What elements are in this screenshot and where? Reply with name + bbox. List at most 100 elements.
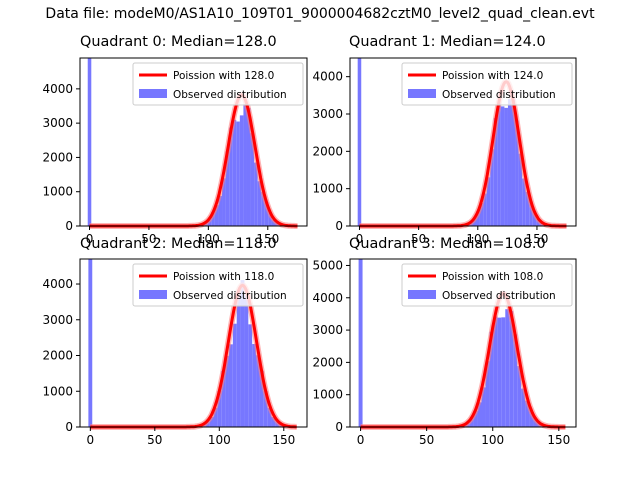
quadrant-0-zero-bin [87,58,92,226]
quadrant-0-hist-bar-20 [264,201,269,226]
quadrant-3-hist-bar-15 [513,334,518,427]
quadrant-1-hist-bar-19 [525,191,530,226]
quadrant-2-axes: 0 50 100 150 0 1000 2000 3000 4000 Poission with … [42,258,308,447]
quadrant-1-hist-bar-7 [483,193,487,226]
quadrant-1-ytick-label-3: 3000 [312,107,343,121]
quadrant-0-xtick-label-3: 150 [256,232,279,246]
quadrant-3-xtick-label-1: 50 [419,433,434,447]
quadrant-1-hist-bar-5 [476,211,480,226]
quadrant-3-hist-bar-6 [477,402,482,427]
figure-suptitle: Data file: modeM0/AS1A10_109T01_90000046… [45,6,595,22]
quadrant-1-hist-bar-20 [529,201,533,226]
quadrant-3-zero-bin [358,259,363,427]
quadrant-3-poisson-halo [358,290,568,430]
quadrant-3-hist-bar-12 [501,317,506,427]
quadrant-1-ytick-label-4: 4000 [312,70,343,84]
quadrant-2-hist-bar-6 [213,407,218,427]
quadrant-3-hist-bar-14 [509,310,514,427]
quadrant-2-hist-bar-15 [248,324,253,427]
quadrant-3-hist-bar-10 [493,316,498,427]
quadrant-2-hist-bar-19 [263,391,268,427]
quadrant-2-legend-hist-swatch [139,290,167,299]
quadrant-0-hist-bar-15 [246,107,251,226]
quadrant-0-hist-bar-10 [229,127,233,226]
quadrant-0-frame [79,57,308,227]
quadrant-0-hist-bar-16 [250,133,255,226]
quadrant-0-hist-bar-17 [254,162,258,226]
quadrant-1-xtick-label-3: 150 [525,232,548,246]
quadrant-1-hist-bar-11 [497,103,501,226]
quadrant-2-hist-bar-10 [228,344,233,427]
quadrant-1-axes: 0 50 100 150 0 1000 2000 3000 4000 Poission with … [312,57,577,246]
quadrant-1-legend-label-1: Observed distribution [442,89,556,101]
quadrant-0-legend-box [132,62,304,106]
quadrant-0-hist-bar-9 [225,151,230,226]
quadrant-3-hist-bar-8 [485,361,490,427]
quadrant-1-hist-bar-6 [479,202,484,226]
quadrant-2-legend-label-0: Poission with 118.0 [173,271,274,283]
quadrant-0-ytick-label-2: 2000 [42,150,73,164]
quadrant-2-legend-box [132,263,304,307]
quadrant-3-legend-label-0: Poission with 108.0 [442,271,543,283]
quadrant-2-xtick-label-2: 100 [208,433,231,447]
quadrant-3-legend-hist-swatch [408,290,436,299]
quadrant-1-zero-bin [357,58,362,226]
quadrant-1-hist-bar-21 [532,211,537,226]
quadrant-3-hist-bar-19 [529,409,534,427]
quadrant-1-xtick-label-0: 0 [356,232,364,246]
quadrant-0-ytick-label-3: 3000 [42,116,73,130]
quadrant-3-ytick-label-2: 2000 [312,355,343,369]
quadrant-2-hist-bar-16 [252,344,257,427]
quadrant-2-hist-bar-7 [217,390,222,427]
quadrant-0-hist-bar-6 [214,205,219,226]
quadrant-0-hist-bar-18 [257,181,262,226]
quadrant-3-axes: 0 50 100 150 0 1000 2000 3000 4000 5000 Poission w… [312,258,577,447]
quadrant-3-xtick-label-3: 150 [547,433,570,447]
quadrant-3-ytick-label-0: 0 [335,420,343,434]
quadrant-0-xtick-label-2: 100 [197,232,220,246]
quadrant-2-hist-bar-5 [209,416,214,427]
quadrant-1-xtick-label-2: 100 [466,232,489,246]
quadrant-1-hist-bar-9 [490,149,494,226]
quadrant-0-legend-hist-swatch [139,89,167,98]
quadrant-2-frame [79,258,308,428]
quadrant-0-legend-label-1: Observed distribution [173,89,287,101]
quadrant-1-hist-bar-10 [493,118,498,226]
quadrant-1-hist-bar-17 [518,153,523,226]
quadrant-0-title: Quadrant 0: Median=128.0 [80,34,277,50]
quadrant-0-xtick-label-0: 0 [86,232,94,246]
quadrant-1-frame [349,57,577,227]
quadrant-2-ytick-label-2: 2000 [42,349,73,363]
quadrant-1-hist-bar-12 [500,106,505,226]
quadrant-3-hist-bar-16 [517,366,522,427]
quadrant-3-hist-bar-17 [521,388,526,427]
quadrant-1-hist-bar-15 [511,98,516,226]
quadrant-0-ytick-label-1: 1000 [42,185,73,199]
quadrant-3-ytick-label-1: 1000 [312,388,343,402]
quadrant-3-legend-box [401,263,573,307]
quadrant-3-poisson-curve [360,291,566,429]
quadrant-0-poisson-curve [89,93,298,228]
quadrant-3-ytick-label-3: 3000 [312,323,343,337]
quadrant-0-ytick-label-4: 4000 [42,82,73,96]
quadrant-2-hist-bar-17 [256,355,260,427]
quadrant-0-hist-bar-11 [232,119,237,226]
quadrant-2-xtick-label-3: 150 [272,433,295,447]
quadrant-2-hist-bar-14 [244,295,249,427]
quadrant-0-ytick-label-0: 0 [65,219,73,233]
quadrant-0-hist-bar-8 [222,178,226,226]
quadrant-3-xtick-label-2: 100 [481,433,504,447]
quadrant-2-legend-label-1: Observed distribution [173,290,287,302]
quadrant-1-ytick-label-0: 0 [335,219,343,233]
quadrant-2-hist-bar-21 [271,416,276,427]
quadrant-0-xtick-label-1: 50 [141,232,156,246]
quadrant-3-hist-bar-7 [481,387,486,427]
quadrant-3-hist-bar-5 [473,410,478,427]
quadrant-0-hist-bar-14 [243,103,247,226]
quadrant-1-ytick-label-1: 1000 [312,182,343,196]
quadrant-2-hist-bar-12 [236,294,241,427]
quadrant-1-legend-label-0: Poission with 124.0 [442,70,543,82]
quadrant-1-hist-bar-14 [507,99,512,226]
